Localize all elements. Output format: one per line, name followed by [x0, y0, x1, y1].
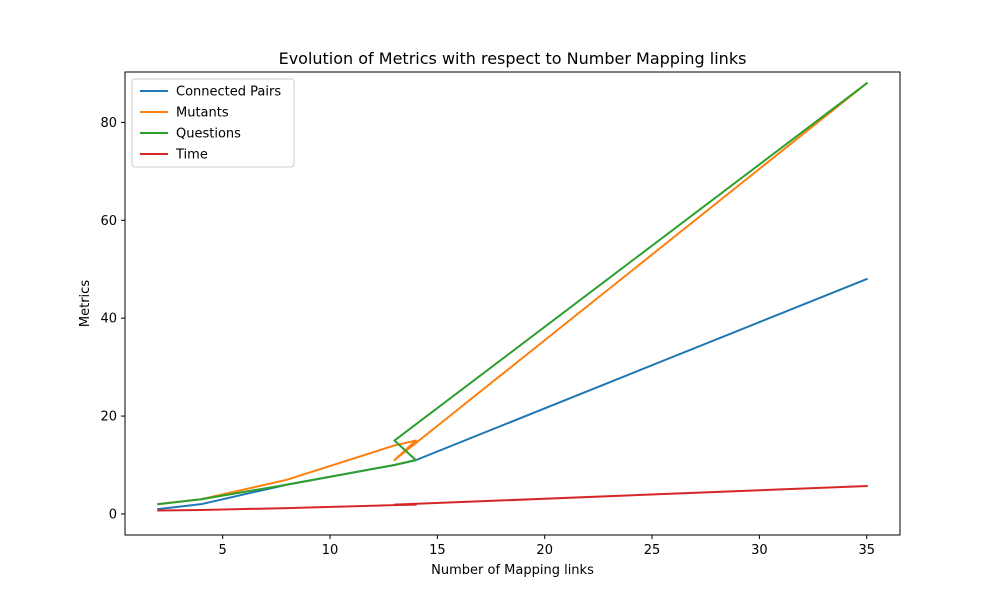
series-layer: [157, 81, 869, 512]
y-tick-label: 0: [109, 507, 117, 522]
legend-entry: Connected Pairs: [176, 85, 281, 100]
legend-entry: Mutants: [176, 106, 229, 121]
x-tick-label: 30: [751, 543, 768, 558]
x-tick-label: 35: [858, 543, 875, 558]
plot-frame: [124, 71, 901, 536]
legend: Connected Pairs Mutants Questions Time: [131, 78, 295, 168]
x-axis-label: Number of Mapping links: [431, 563, 594, 578]
y-tick-label: 40: [100, 312, 117, 327]
x-tick-label: 5: [219, 543, 227, 558]
legend-entry: Time: [175, 148, 208, 163]
x-tick-label: 25: [644, 543, 661, 558]
y-tick-label: 80: [100, 116, 117, 131]
legend-box: [131, 78, 295, 168]
x-tick-label: 10: [322, 543, 339, 558]
y-tick-label: 60: [100, 214, 117, 229]
chart-title: Evolution of Metrics with respect to Num…: [279, 49, 747, 68]
axis-layer: 5 10 15 20 25 30 35 0 20 40 60 80: [100, 116, 875, 558]
series-line-questions: [157, 81, 869, 506]
y-axis-label: Metrics: [78, 280, 93, 327]
y-tick-label: 20: [100, 410, 117, 425]
x-tick-label: 20: [536, 543, 553, 558]
x-tick-label: 15: [429, 543, 446, 558]
series-line-time: [157, 485, 868, 512]
legend-entry: Questions: [176, 127, 241, 142]
